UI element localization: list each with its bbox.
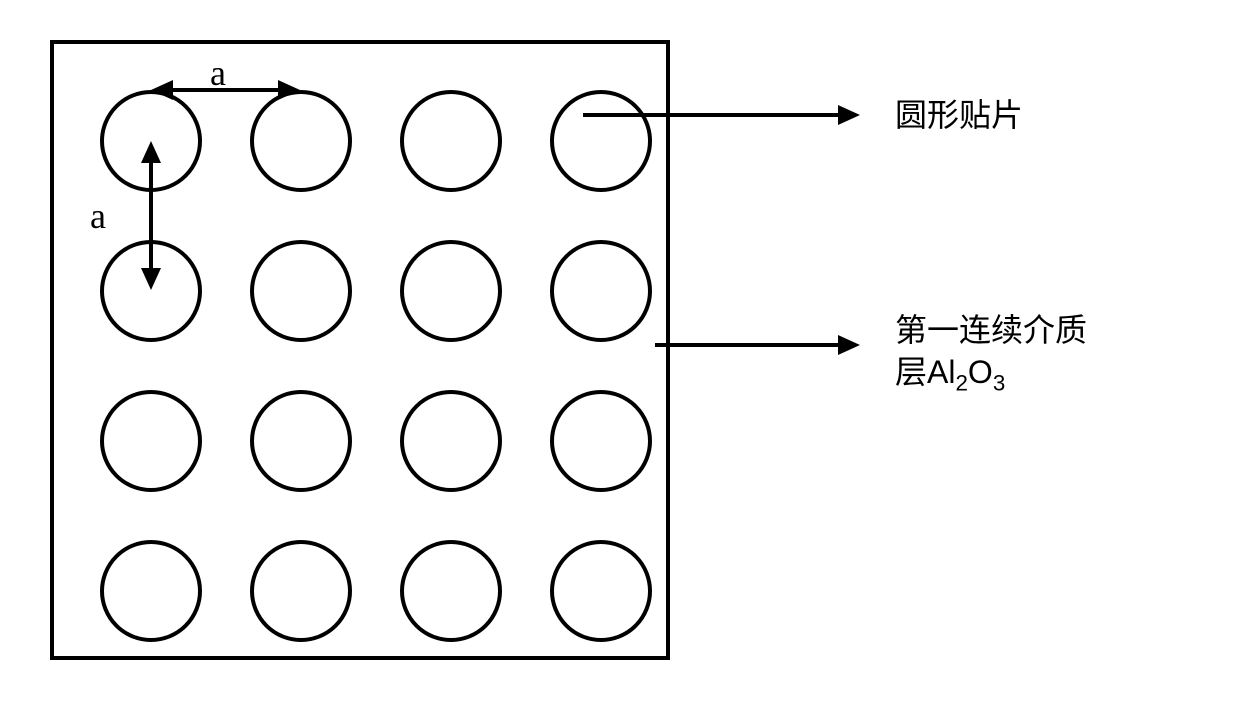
layer-label-line1: 第一连续介质 [895,312,1087,348]
layer-label: 第一连续介质 层Al2O3 [895,310,1087,397]
circular-patch [250,90,352,192]
circular-patch [100,390,202,492]
circular-patch [550,540,652,642]
layer-label-sub2: 3 [993,370,1005,395]
circular-patch [550,90,652,192]
layer-label-mid: O [968,354,993,390]
circular-patch [400,90,502,192]
patch-label: 圆形贴片 [895,95,1023,137]
dim-letter-a-horizontal: a [210,52,226,94]
circular-patch [250,540,352,642]
circular-patch [250,240,352,342]
layer-label-line2-prefix: 层Al [895,354,955,390]
patch-label-text: 圆形贴片 [895,97,1023,133]
circular-patch [400,240,502,342]
circular-patch [100,540,202,642]
dim-letter-a-vertical: a [90,195,106,237]
circular-patch [550,240,652,342]
layer-label-sub1: 2 [955,370,967,395]
circular-patch [250,390,352,492]
circular-patch [400,540,502,642]
circular-patch [550,390,652,492]
circular-patch [400,390,502,492]
diagram-container: a a 圆形贴片 第一连续介质 层Al2O3 [20,20,1239,684]
